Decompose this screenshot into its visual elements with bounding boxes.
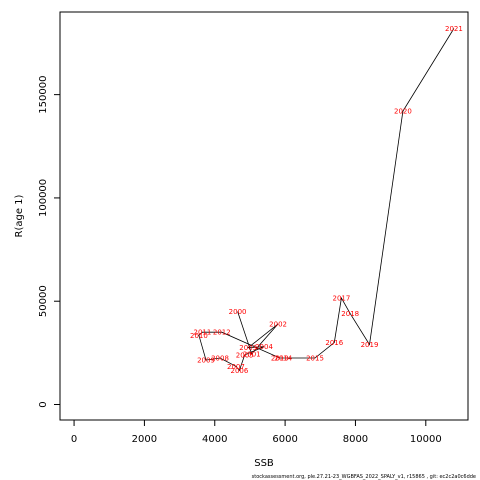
- point-label-2018: 2018: [341, 310, 359, 318]
- point-label-2003: 2003: [239, 344, 257, 352]
- plot-area: [59, 11, 469, 421]
- y-tick-label-0: 0: [38, 401, 49, 407]
- point-label-2009: 2009: [197, 357, 215, 365]
- point-label-2017: 2017: [332, 295, 350, 303]
- point-label-2021: 2021: [445, 25, 463, 33]
- point-label-2008: 2008: [211, 355, 229, 363]
- point-label-2002: 2002: [269, 320, 287, 328]
- point-label-2015: 2015: [306, 355, 324, 363]
- x-axis-title: SSB: [254, 458, 274, 469]
- point-label-2007: 2007: [227, 363, 245, 371]
- point-label-2016: 2016: [325, 339, 343, 347]
- x-axis: 0 2000 4000 6000 8000 10000: [71, 419, 442, 445]
- y-axis-title: R(age 1): [14, 194, 25, 237]
- point-label-2020: 2020: [394, 108, 412, 116]
- y-tick-label-100000: 100000: [38, 179, 49, 217]
- x-tick-label-2000: 2000: [132, 434, 157, 445]
- point-label-2004: 2004: [255, 343, 273, 351]
- y-tick-label-150000: 150000: [38, 76, 49, 114]
- point-label-2001: 2001: [243, 350, 261, 358]
- y-tick-label-50000: 50000: [38, 285, 49, 317]
- point-label-2012: 2012: [213, 329, 231, 337]
- point-label-2010: 2010: [190, 332, 208, 340]
- point-label-2014: 2014: [274, 355, 292, 363]
- point-label-2005: 2005: [236, 351, 254, 359]
- x-tick-label-8000: 8000: [343, 434, 368, 445]
- point-label-2011: 2011: [193, 329, 211, 337]
- footer-note: stockassessment.org, ple.27.21-23_WGBFAS…: [252, 474, 476, 480]
- point-label-2019: 2019: [361, 341, 379, 349]
- y-axis: 0 50000 100000 150000: [38, 76, 61, 408]
- x-tick-label-4000: 4000: [202, 434, 227, 445]
- point-label-2000: 2000: [229, 308, 247, 316]
- point-label-2006: 2006: [230, 367, 248, 375]
- x-tick-label-0: 0: [71, 434, 77, 445]
- point-label-2013: 2013: [271, 355, 289, 363]
- x-tick-label-6000: 6000: [272, 434, 297, 445]
- sr-series-line: [198, 28, 455, 372]
- x-tick-label-10000: 10000: [410, 434, 442, 445]
